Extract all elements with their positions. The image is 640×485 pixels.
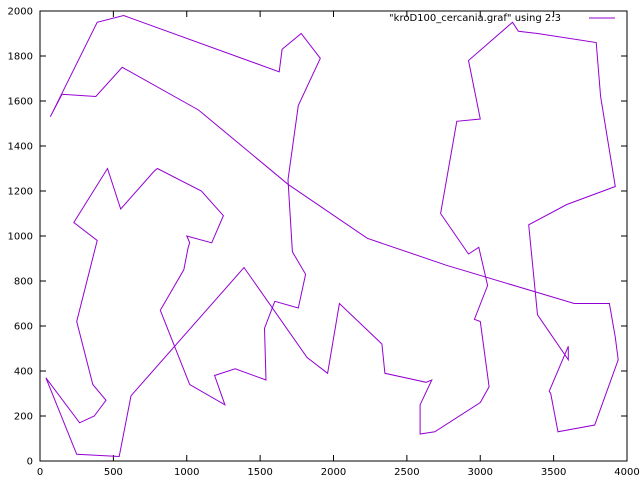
series-line (45, 14, 619, 458)
axes-layer: 0 500 1000 1500 2000 2500 3000 3500 4000 0 200 400 6… (8, 7, 640, 479)
y-tick-label: 2000 (8, 7, 33, 18)
x-tick-label: 0 (37, 467, 43, 478)
y-tick-label: 1400 (8, 142, 33, 153)
x-tick-label: 2500 (394, 467, 419, 478)
y-tick-label: 1800 (8, 52, 33, 63)
x-tick-label: 3000 (468, 467, 493, 478)
y-tick-label: 0 (27, 457, 33, 468)
y-tick-label: 1200 (8, 187, 33, 198)
x-tick-label: 1000 (174, 467, 199, 478)
legend: "kroD100_cercania.graf" using 2:3 (389, 13, 615, 24)
x-tick-label: 2000 (321, 467, 346, 478)
y-tick-label: 1600 (8, 97, 33, 108)
x-tick-label: 4000 (614, 467, 639, 478)
series-layer (45, 14, 619, 458)
x-tick-label: 500 (104, 467, 123, 478)
x-tick-label: 1500 (247, 467, 272, 478)
x-tick-label: 3500 (541, 467, 566, 478)
y-tick-label: 600 (14, 322, 33, 333)
y-tick-label: 800 (14, 277, 33, 288)
y-tick-label: 400 (14, 367, 33, 378)
y-tick-label: 200 (14, 412, 33, 423)
legend-label: "kroD100_cercania.graf" using 2:3 (389, 13, 561, 24)
y-tick-label: 1000 (8, 232, 33, 243)
plot-frame (39, 10, 628, 462)
